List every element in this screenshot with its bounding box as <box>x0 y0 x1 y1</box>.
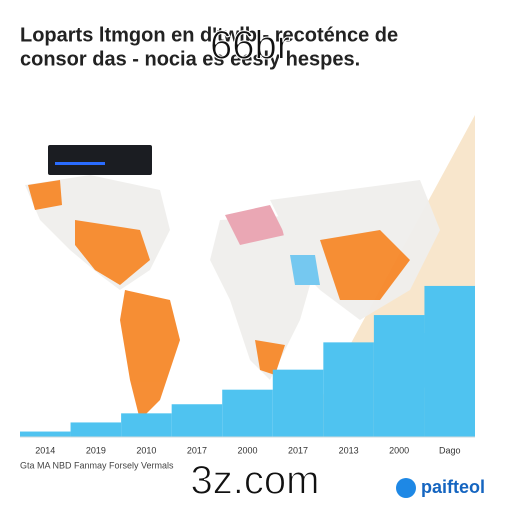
device-image <box>48 145 152 175</box>
bar <box>171 404 223 437</box>
bar <box>20 431 71 437</box>
x-tick-label: 2000 <box>237 445 257 455</box>
bar <box>222 389 273 437</box>
bar <box>272 369 324 437</box>
bar <box>424 285 475 437</box>
bar <box>70 422 122 437</box>
logo-text: paifteol <box>421 477 485 497</box>
x-tick-label: 2019 <box>86 445 106 455</box>
source-note: Gta MA NBD Fanmay Forsely Vermals <box>20 460 174 470</box>
bar <box>121 413 172 437</box>
x-tick-label: 2017 <box>187 445 207 455</box>
x-tick-label: 2014 <box>35 445 55 455</box>
x-tick-label: 2013 <box>339 445 359 455</box>
bar <box>323 342 374 437</box>
x-tick-label: 2000 <box>389 445 409 455</box>
title-line: Loparts ltmgon en d'twlb - recoténce de <box>20 24 398 46</box>
bar <box>373 315 425 437</box>
logo-icon <box>396 478 416 498</box>
x-tick-label: 2017 <box>288 445 308 455</box>
title-line: consor das - nocia es eesly hespes. <box>20 48 360 70</box>
x-tick-label: Dago <box>439 445 461 455</box>
bar-chart: 2014 2019 2010 2017 2000 2017 2013 2000 Dago <box>20 285 475 455</box>
x-tick-label: 2010 <box>136 445 156 455</box>
site-watermark: 3z.com <box>191 459 320 503</box>
watermark: 66br <box>210 24 290 68</box>
